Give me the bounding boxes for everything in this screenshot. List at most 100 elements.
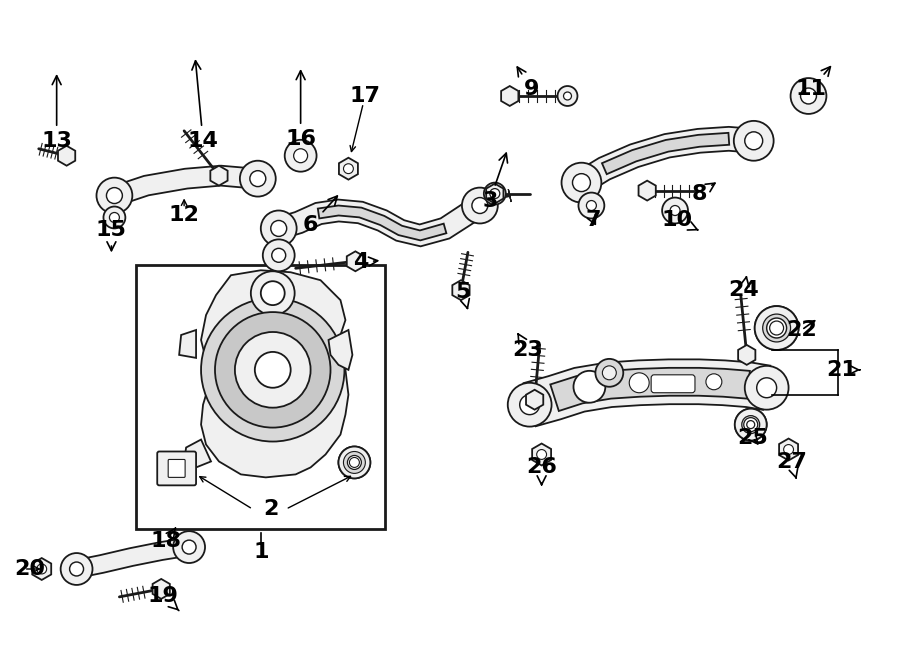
Polygon shape [153, 579, 170, 599]
Text: 17: 17 [350, 86, 381, 106]
FancyBboxPatch shape [158, 451, 196, 485]
Text: 2: 2 [263, 499, 278, 519]
Circle shape [69, 562, 84, 576]
Polygon shape [550, 368, 750, 411]
Text: 7: 7 [586, 211, 601, 230]
Polygon shape [532, 444, 551, 465]
Circle shape [96, 177, 132, 214]
Text: 8: 8 [691, 183, 715, 204]
Circle shape [800, 88, 816, 104]
Polygon shape [524, 359, 770, 426]
Circle shape [734, 121, 774, 161]
Circle shape [784, 445, 794, 454]
Circle shape [104, 207, 125, 228]
Circle shape [250, 171, 266, 187]
Circle shape [587, 201, 597, 211]
Circle shape [562, 163, 601, 203]
Circle shape [173, 531, 205, 563]
Polygon shape [453, 280, 470, 300]
Circle shape [347, 455, 362, 469]
Text: 20: 20 [14, 559, 45, 579]
Text: 19: 19 [148, 586, 179, 610]
Circle shape [251, 271, 294, 315]
Circle shape [235, 332, 310, 408]
Text: 23: 23 [512, 334, 543, 360]
Circle shape [747, 420, 755, 428]
Circle shape [757, 378, 777, 398]
Circle shape [484, 183, 506, 205]
Text: 15: 15 [96, 220, 127, 251]
Circle shape [745, 132, 762, 150]
Circle shape [629, 373, 649, 393]
Circle shape [261, 211, 297, 246]
Text: 18: 18 [150, 528, 182, 551]
Polygon shape [738, 345, 755, 365]
Circle shape [240, 161, 275, 197]
Polygon shape [328, 330, 353, 370]
Circle shape [734, 408, 767, 440]
Bar [136, 265, 385, 529]
Polygon shape [339, 158, 358, 179]
Polygon shape [113, 166, 256, 205]
Polygon shape [779, 438, 798, 461]
Text: 16: 16 [285, 71, 316, 149]
Circle shape [557, 86, 578, 106]
Circle shape [60, 553, 93, 585]
Text: 6: 6 [302, 196, 338, 236]
Polygon shape [526, 390, 544, 410]
Circle shape [743, 418, 758, 432]
Polygon shape [575, 127, 755, 193]
Circle shape [338, 446, 370, 479]
Circle shape [215, 312, 330, 428]
Circle shape [706, 374, 722, 390]
Circle shape [255, 352, 291, 388]
Circle shape [261, 281, 284, 305]
Polygon shape [638, 181, 656, 201]
Circle shape [284, 140, 317, 171]
Circle shape [106, 187, 122, 203]
Circle shape [271, 220, 287, 236]
Circle shape [790, 78, 826, 114]
Circle shape [536, 449, 546, 459]
Polygon shape [179, 330, 196, 358]
Circle shape [573, 371, 606, 402]
Text: 24: 24 [728, 277, 759, 300]
Circle shape [770, 321, 784, 335]
Circle shape [338, 446, 370, 479]
Circle shape [596, 359, 624, 387]
Text: 14: 14 [187, 61, 219, 151]
Polygon shape [184, 440, 211, 467]
Polygon shape [201, 270, 348, 477]
Text: 13: 13 [41, 75, 72, 151]
Text: 25: 25 [737, 428, 768, 448]
Text: 9: 9 [518, 67, 539, 99]
Circle shape [755, 306, 798, 350]
Circle shape [349, 457, 359, 467]
Circle shape [563, 92, 572, 100]
Circle shape [272, 248, 285, 262]
Text: 3: 3 [482, 153, 508, 211]
Circle shape [182, 540, 196, 554]
Circle shape [734, 408, 767, 440]
Text: 27: 27 [776, 452, 807, 478]
Circle shape [755, 306, 798, 350]
Text: 10: 10 [662, 211, 698, 230]
Text: 1: 1 [253, 542, 268, 562]
Polygon shape [486, 183, 503, 203]
Polygon shape [75, 538, 187, 578]
Text: 11: 11 [796, 67, 831, 99]
Text: 21: 21 [826, 360, 860, 380]
Circle shape [519, 395, 540, 414]
Circle shape [742, 416, 760, 434]
Text: 22: 22 [786, 320, 817, 340]
FancyBboxPatch shape [168, 459, 185, 477]
Circle shape [662, 197, 688, 224]
Circle shape [344, 164, 354, 173]
Polygon shape [58, 146, 76, 166]
Polygon shape [275, 197, 486, 246]
Circle shape [263, 240, 294, 271]
Circle shape [462, 187, 498, 224]
Circle shape [767, 318, 787, 338]
Circle shape [745, 366, 788, 410]
Polygon shape [211, 166, 228, 185]
